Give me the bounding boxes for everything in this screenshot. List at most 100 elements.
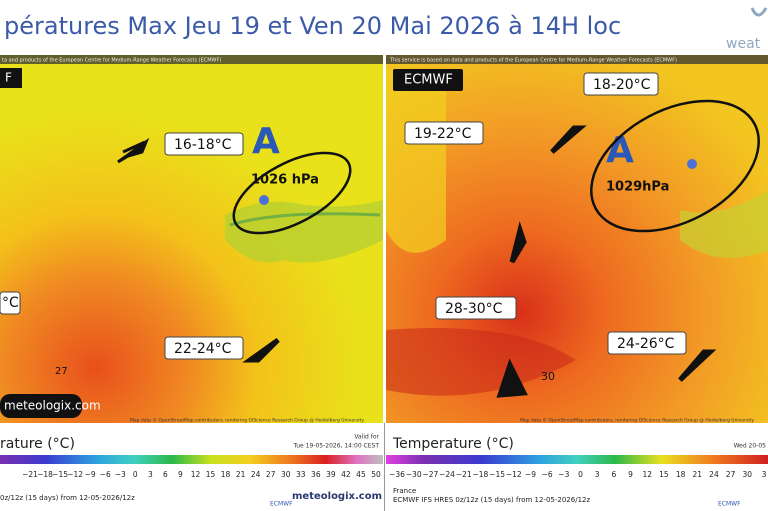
high-ellipse bbox=[590, 99, 760, 233]
tick-label: 27 bbox=[726, 470, 736, 479]
tick-label: 27 bbox=[266, 470, 276, 479]
site: meteologix.com bbox=[292, 491, 382, 502]
tick-label: −27 bbox=[422, 470, 438, 479]
label-box bbox=[607, 331, 687, 355]
wind-arrow bbox=[117, 137, 150, 164]
credit-strip bbox=[0, 55, 383, 64]
atlantic bbox=[386, 70, 446, 253]
tick-label: 42 bbox=[341, 470, 351, 479]
tick-label: 36 bbox=[311, 470, 321, 479]
high-ellipse bbox=[232, 151, 352, 235]
wind-arrow bbox=[509, 221, 527, 264]
label-box bbox=[164, 336, 244, 360]
source: ECMWF bbox=[404, 73, 453, 88]
label-box bbox=[583, 72, 659, 96]
tick-label: 30 bbox=[743, 470, 753, 479]
source-badge bbox=[393, 69, 463, 91]
tick-label: −21 bbox=[22, 470, 38, 479]
tick-label: −18 bbox=[37, 470, 53, 479]
alps-ridge bbox=[229, 212, 381, 227]
title: pératures Max Jeu 19 et Ven 20 Mai 2026 … bbox=[4, 12, 621, 40]
credit-top: This service is based on data and produc… bbox=[389, 58, 677, 64]
alps bbox=[225, 200, 383, 263]
logo-mark bbox=[750, 7, 768, 17]
legend-title: rature (°C) bbox=[0, 436, 75, 452]
run-info: 0z/12z (15 days) from 12-05-2026/12z bbox=[0, 494, 135, 502]
colorbar-ticks: −21 −18 −15 −12 −9 −6 −3 0 3 6 9 12 15 18 21 24 27 30 33 36… bbox=[22, 470, 381, 479]
tick-label: 15 bbox=[659, 470, 669, 479]
temp-label: 22-24°C bbox=[174, 341, 232, 357]
temp-label: 19-22°C bbox=[414, 126, 472, 142]
alps bbox=[680, 190, 768, 258]
temp-label: 28-30°C bbox=[445, 301, 503, 317]
run-info: ECMWF IFS HRES 0z/12z (15 days) from 12-… bbox=[393, 496, 590, 504]
tick-label: 39 bbox=[326, 470, 336, 479]
credit-bottom: Map data © OpenStreetMap contributors, r… bbox=[130, 417, 364, 424]
colorbar-ticks: −36 −30 −27 −24 −21 −18 −15 −12 −9 −6 −3 0 3 6 9 12 15 18… bbox=[389, 470, 767, 479]
tick-label: 6 bbox=[163, 470, 168, 479]
max-value: 30 bbox=[541, 370, 555, 383]
temp-label: 24-26°C bbox=[617, 336, 675, 352]
region: France bbox=[393, 487, 416, 495]
tick-label: 3 bbox=[595, 470, 600, 479]
colorbar bbox=[386, 455, 768, 464]
tick-label: 6 bbox=[611, 470, 616, 479]
tick-label: −30 bbox=[406, 470, 422, 479]
tick-label: 45 bbox=[356, 470, 366, 479]
credit-strip bbox=[386, 55, 768, 64]
temp-label: °C bbox=[2, 295, 19, 311]
tick-label: −9 bbox=[525, 470, 536, 479]
tick-label: 12 bbox=[191, 470, 201, 479]
valid-label: Valid for bbox=[354, 434, 379, 441]
tick-label: −6 bbox=[542, 470, 553, 479]
label-box bbox=[0, 291, 21, 315]
logo: weat bbox=[726, 36, 761, 52]
label-box bbox=[435, 296, 517, 320]
valid-time: Wed 20-05 bbox=[734, 443, 767, 450]
tick-label: 50 bbox=[371, 470, 381, 479]
tick-label: 9 bbox=[628, 470, 633, 479]
pressure: 1026 hPa bbox=[251, 173, 319, 188]
tick-label: 30 bbox=[281, 470, 291, 479]
high-center bbox=[687, 159, 697, 169]
label-box bbox=[164, 132, 244, 156]
tick-label: −6 bbox=[100, 470, 111, 479]
tick-label: −12 bbox=[67, 470, 83, 479]
credit-top: ta and products of the European Centre f… bbox=[2, 58, 221, 64]
colorbar bbox=[0, 455, 383, 464]
spain-heat bbox=[386, 328, 576, 396]
max-value: 27 bbox=[55, 366, 68, 377]
tick-label: −9 bbox=[85, 470, 96, 479]
tick-label: 18 bbox=[676, 470, 686, 479]
high-symbol: A bbox=[252, 121, 280, 162]
watermark-bg bbox=[0, 394, 82, 418]
tick-label: −24 bbox=[439, 470, 455, 479]
legend-title: Temperature (°C) bbox=[392, 436, 514, 452]
tick-label: 24 bbox=[251, 470, 261, 479]
wind-arrow bbox=[550, 125, 587, 154]
source-badge bbox=[0, 68, 22, 88]
watermark: meteologix.com bbox=[4, 399, 101, 413]
brand: ECMWF bbox=[270, 501, 293, 508]
tick-label: 18 bbox=[221, 470, 231, 479]
tick-label: 21 bbox=[236, 470, 246, 479]
pressure: 1029hPa bbox=[606, 180, 669, 195]
wind-arrow bbox=[496, 358, 528, 398]
tick-label: 9 bbox=[178, 470, 183, 479]
brand: ECMWF bbox=[718, 501, 741, 508]
tick-label: 0 bbox=[578, 470, 583, 479]
tick-label: 21 bbox=[692, 470, 702, 479]
tick-label: 33 bbox=[296, 470, 306, 479]
valid-time: Tue 19-05-2026, 14:00 CEST bbox=[293, 443, 380, 450]
tick-label: 3 bbox=[148, 470, 153, 479]
tick-label: −3 bbox=[558, 470, 569, 479]
tick-label: −3 bbox=[115, 470, 126, 479]
tick-label: 24 bbox=[709, 470, 719, 479]
wind-arrow bbox=[242, 337, 280, 363]
wind-arrow bbox=[678, 349, 717, 382]
tick-label: −15 bbox=[489, 470, 505, 479]
tick-label: −12 bbox=[506, 470, 522, 479]
credit-bottom: Map data © OpenStreetMap contributors, r… bbox=[520, 417, 754, 424]
temp-label: 16-18°C bbox=[174, 137, 232, 153]
